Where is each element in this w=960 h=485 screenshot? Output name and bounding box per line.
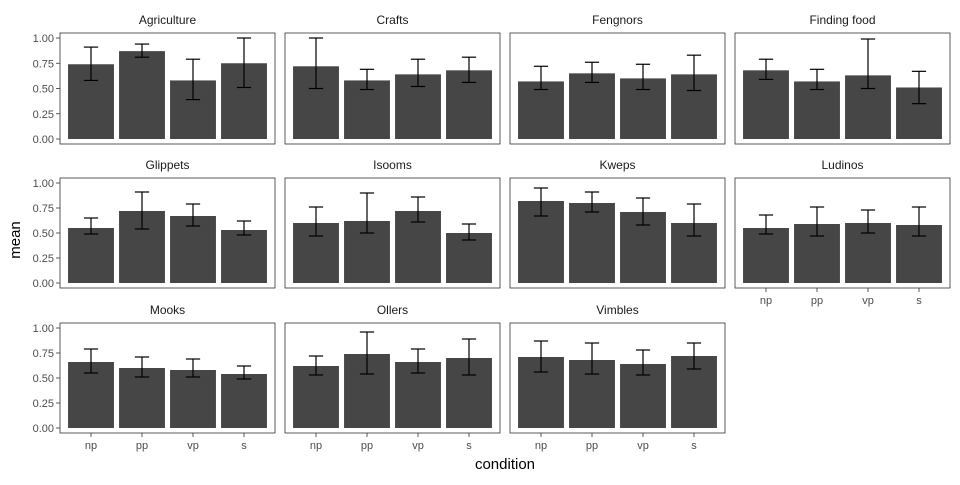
- panel-border: [284, 32, 501, 145]
- y-tick-label: 1.00: [33, 178, 54, 190]
- panel-title: Fengnors: [592, 13, 643, 27]
- bar: [518, 81, 564, 139]
- x-tick-label: pp: [586, 440, 598, 452]
- panel-border: [734, 177, 951, 289]
- bar: [170, 370, 216, 428]
- bar: [68, 228, 114, 283]
- panel-border: [509, 177, 726, 289]
- panel-border: [509, 32, 726, 145]
- bar: [221, 374, 267, 428]
- bar: [569, 73, 615, 139]
- panel-border: [734, 32, 951, 145]
- y-tick-label: 0.75: [33, 203, 54, 215]
- bar: [119, 368, 165, 428]
- y-tick-label: 1.00: [33, 323, 54, 335]
- panel-title: Ollers: [377, 303, 408, 317]
- panel-border: [284, 322, 501, 434]
- x-tick-label: s: [241, 440, 247, 452]
- bar: [446, 233, 492, 283]
- y-tick-label: 0.75: [33, 348, 54, 360]
- x-tick-label: vp: [862, 295, 874, 307]
- bar: [119, 51, 165, 139]
- panel-border: [284, 177, 501, 289]
- x-tick-label: vp: [187, 440, 199, 452]
- panel-title: Vimbles: [596, 303, 638, 317]
- bar: [743, 70, 789, 139]
- x-tick-label: pp: [811, 295, 823, 307]
- panel-title: Isooms: [373, 158, 412, 172]
- y-tick-label: 0.75: [33, 58, 54, 70]
- panel-title: Agriculture: [139, 13, 197, 27]
- panel-border: [509, 322, 726, 434]
- y-tick-label: 0.25: [33, 398, 54, 410]
- x-tick-label: np: [310, 440, 322, 452]
- panel-title: Finding food: [809, 13, 875, 27]
- x-axis-title: condition: [475, 456, 535, 473]
- bar: [395, 211, 441, 283]
- panel-title: Kweps: [599, 158, 635, 172]
- y-tick-label: 0.25: [33, 109, 54, 121]
- x-tick-label: np: [760, 295, 772, 307]
- y-tick-label: 0.25: [33, 253, 54, 265]
- bar: [170, 216, 216, 283]
- y-tick-label: 0.00: [33, 423, 54, 435]
- bar: [794, 81, 840, 139]
- bar: [569, 203, 615, 283]
- x-tick-label: s: [691, 440, 697, 452]
- panel-title: Mooks: [150, 303, 185, 317]
- x-tick-label: s: [916, 295, 922, 307]
- bar: [344, 80, 390, 139]
- x-tick-label: vp: [637, 440, 649, 452]
- panel-title: Crafts: [376, 13, 408, 27]
- x-tick-label: pp: [136, 440, 148, 452]
- panel-title: Ludinos: [821, 158, 863, 172]
- x-tick-label: vp: [412, 440, 424, 452]
- x-tick-label: np: [535, 440, 547, 452]
- x-tick-label: pp: [361, 440, 373, 452]
- panel-title: Glippets: [145, 158, 189, 172]
- x-tick-label: s: [466, 440, 472, 452]
- y-axis-title: mean: [7, 221, 24, 259]
- y-tick-label: 1.00: [33, 33, 54, 45]
- bar: [293, 366, 339, 428]
- y-tick-label: 0.50: [33, 228, 54, 240]
- y-tick-label: 0.00: [33, 134, 54, 146]
- y-tick-label: 0.50: [33, 373, 54, 385]
- bar: [221, 230, 267, 283]
- y-tick-label: 0.00: [33, 278, 54, 290]
- y-tick-label: 0.50: [33, 84, 54, 96]
- bar: [743, 228, 789, 283]
- x-tick-label: np: [85, 440, 97, 452]
